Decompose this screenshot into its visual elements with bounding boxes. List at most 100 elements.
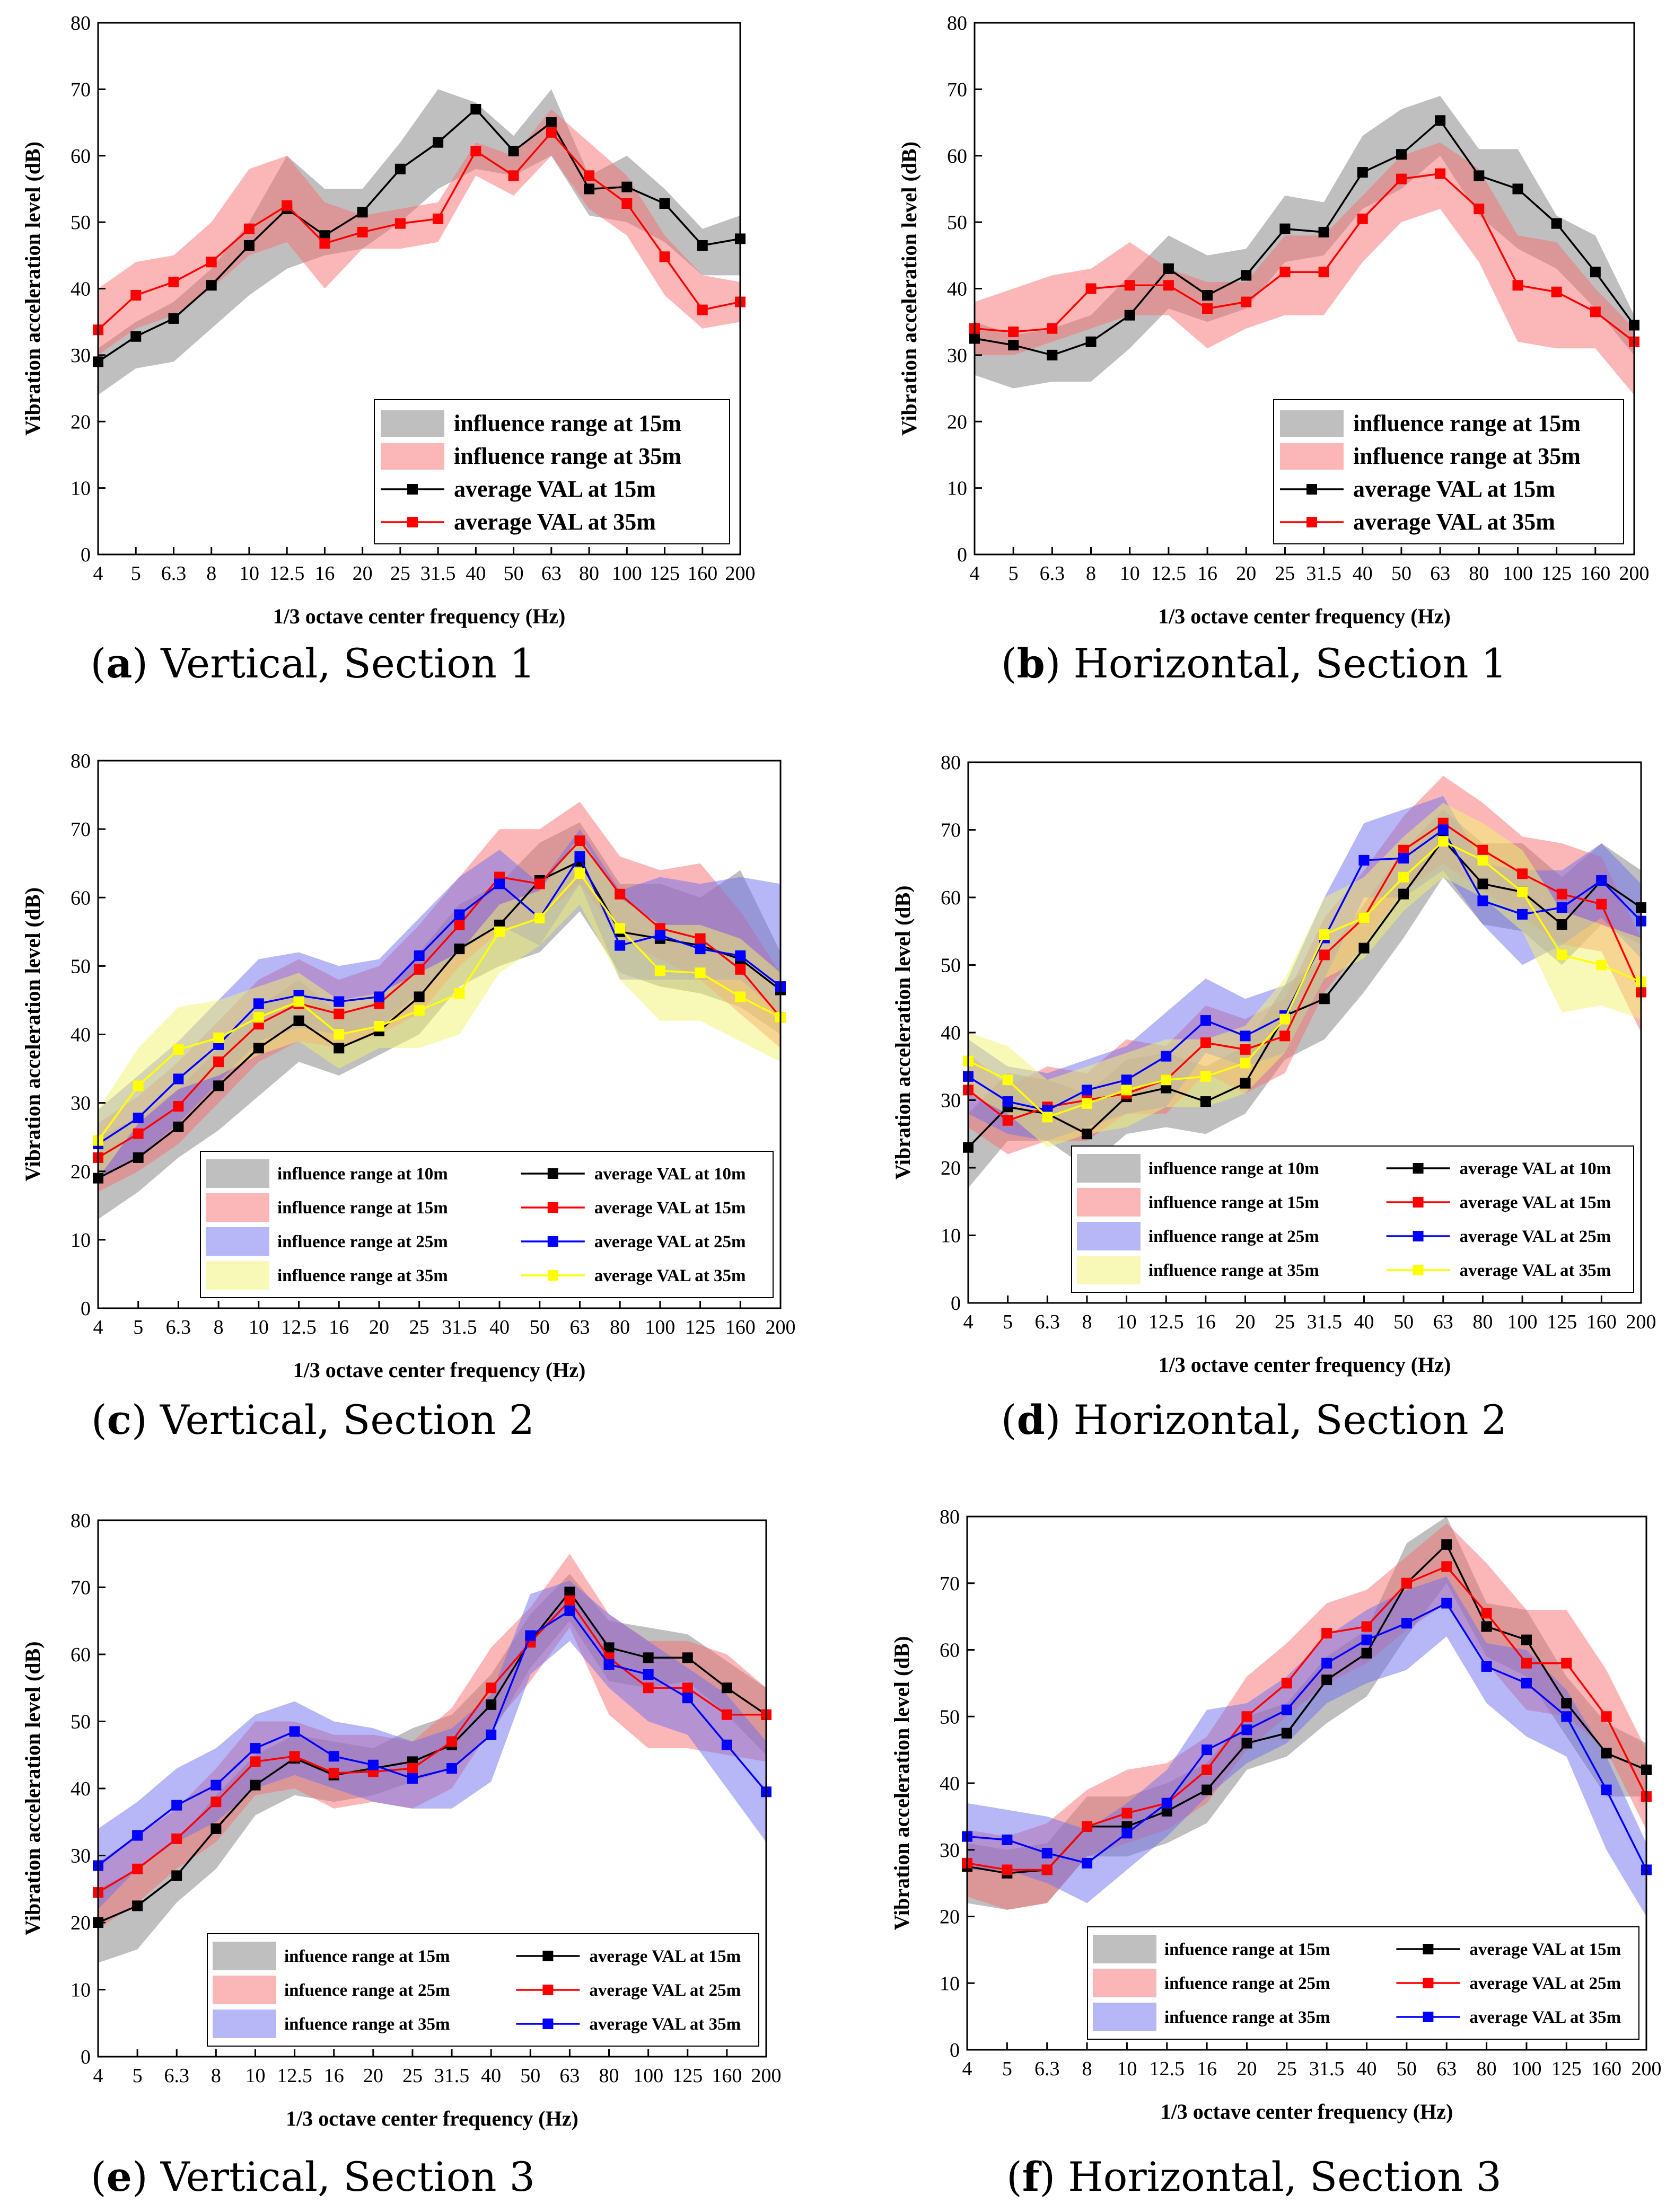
point-b-1-7 [1241,296,1252,307]
point-c-2-4 [253,998,264,1009]
y-axis-title-c: Vibration acceleration level (dB) [21,887,45,1182]
xtick-label-e-17: 200 [751,2065,782,2087]
ytick-label-f-5: 50 [940,1706,960,1728]
point-e-2-9 [446,1763,458,1774]
xtick-label-b-13: 80 [1469,562,1489,585]
xtick-label-c-16: 160 [725,1316,756,1338]
xtick-label-c-12: 63 [569,1316,590,1338]
xtick-label-e-4: 10 [245,2065,265,2087]
point-e-1-8 [407,1763,418,1774]
xtick-label-c-13: 80 [610,1316,630,1338]
caption-text-f: Horizontal, Section 3 [1068,2153,1502,2200]
point-e-0-2 [171,1870,182,1881]
point-d-0-10 [1358,942,1370,954]
ytick-label-d-0: 0 [951,1292,961,1315]
point-b-0-9 [1318,226,1329,237]
ytick-label-d-5: 50 [941,955,961,977]
point-c-3-8 [414,1005,425,1016]
legend-swatch-marker-f-0 [1423,1944,1434,1954]
point-f-2-3 [1082,1857,1093,1869]
point-e-0-12 [564,1587,575,1598]
legend-label-series-d-0: average VAL at 10m [1460,1159,1611,1178]
point-a-1-15 [659,251,670,262]
x-axis-title-c: 1/3 octave center frequency (Hz) [293,1358,586,1382]
point-a-0-14 [621,181,633,192]
legend-label-band-c-3: influence range at 35m [277,1266,448,1285]
caption-open-paren-a: ( [91,640,107,687]
series-line-b-1 [974,172,1635,343]
point-a-0-4 [243,240,255,251]
point-f-1-6 [1202,1764,1213,1775]
legend-swatch-marker-a-0 [407,484,418,495]
point-c-3-6 [334,1029,345,1040]
point-c-2-7 [373,991,384,1002]
point-a-0-6 [319,230,330,241]
caption-c: (c) Vertical, Section 2 [91,1396,534,1443]
caption-d: (d) Horizontal, Section 2 [1001,1396,1507,1443]
ytick-label-c-4: 40 [71,1024,91,1046]
point-f-0-6 [1202,1784,1213,1795]
point-a-1-1 [130,290,142,301]
point-c-1-6 [334,1008,345,1019]
point-f-0-13 [1481,1621,1492,1632]
xtick-label-f-2: 6.3 [1034,2058,1060,2080]
caption-text-e: Vertical, Section 3 [160,2153,535,2200]
xtick-label-a-15: 125 [650,562,680,585]
point-f-0-10 [1361,1647,1372,1659]
point-e-2-7 [367,1759,379,1770]
ytick-label-f-2: 20 [940,1906,960,1928]
ytick-label-d-3: 30 [941,1090,961,1112]
legend-swatch-marker-f-1 [1423,1978,1434,1988]
series-line-f-2 [967,1602,1647,1871]
point-d-3-15 [1556,949,1567,960]
series-line-d-1 [967,822,1642,1122]
caption-close-paren-d: ) [1045,1396,1074,1443]
point-e-2-15 [682,1693,693,1704]
point-a-0-12 [546,117,557,128]
legend-swatch-band-d-1 [1077,1188,1141,1217]
xtick-label-d-12: 63 [1433,1311,1453,1333]
point-a-1-11 [508,170,519,181]
series-line-c-1 [98,839,782,1159]
xtick-label-a-9: 31.5 [420,562,456,585]
point-e-1-9 [446,1736,458,1747]
point-b-0-6 [1202,290,1213,301]
xtick-label-a-17: 200 [725,562,756,585]
xtick-label-d-17: 200 [1626,1311,1656,1333]
xtick-label-a-4: 10 [239,562,259,585]
xtick-label-b-8: 25 [1275,562,1295,585]
xtick-label-b-10: 40 [1353,562,1373,585]
point-b-1-10 [1357,213,1368,224]
ytick-label-d-6: 60 [941,887,961,909]
legend-d: influence range at 10m influence range at… [1071,1145,1634,1293]
ytick-label-b-2: 20 [947,411,967,433]
point-b-1-8 [1279,267,1291,278]
point-c-1-9 [454,919,465,930]
xtick-label-c-0: 4 [93,1316,103,1338]
point-e-0-13 [603,1642,615,1653]
point-f-2-6 [1202,1744,1213,1756]
xtick-label-c-3: 8 [214,1316,224,1338]
legend-swatch-band-a-0 [381,410,444,437]
ytick-label-a-4: 40 [71,278,91,301]
point-c-2-13 [615,940,626,951]
point-d-0-13 [1477,878,1488,889]
point-e-0-10 [486,1699,497,1710]
legend-box-d [1071,1145,1634,1293]
legend-swatch-band-d-3 [1077,1256,1141,1284]
legend-label-band-b-1: influence range at 35m [1353,443,1581,469]
legend-label-band-d-0: influence range at 10m [1148,1159,1319,1178]
legend-label-band-f-0: infuence range at 15m [1164,1940,1330,1959]
series-line-c-3 [97,872,781,1141]
point-c-0-5 [293,1015,304,1026]
legend-swatch-marker-e-1 [542,1985,554,1995]
band-f-2 [967,1576,1646,1917]
caption-close-paren-a: ) [132,640,161,687]
xtick-label-e-1: 5 [133,2065,143,2087]
xtick-label-f-7: 20 [1236,2058,1257,2080]
legend-label-band-c-0: influence range at 10m [277,1165,448,1184]
x-axis-title-d: 1/3 octave center frequency (Hz) [1159,1353,1451,1377]
point-d-0-5 [1161,1082,1172,1094]
legend-swatch-band-c-0 [206,1159,269,1188]
xtick-label-c-5: 12.5 [281,1316,317,1338]
